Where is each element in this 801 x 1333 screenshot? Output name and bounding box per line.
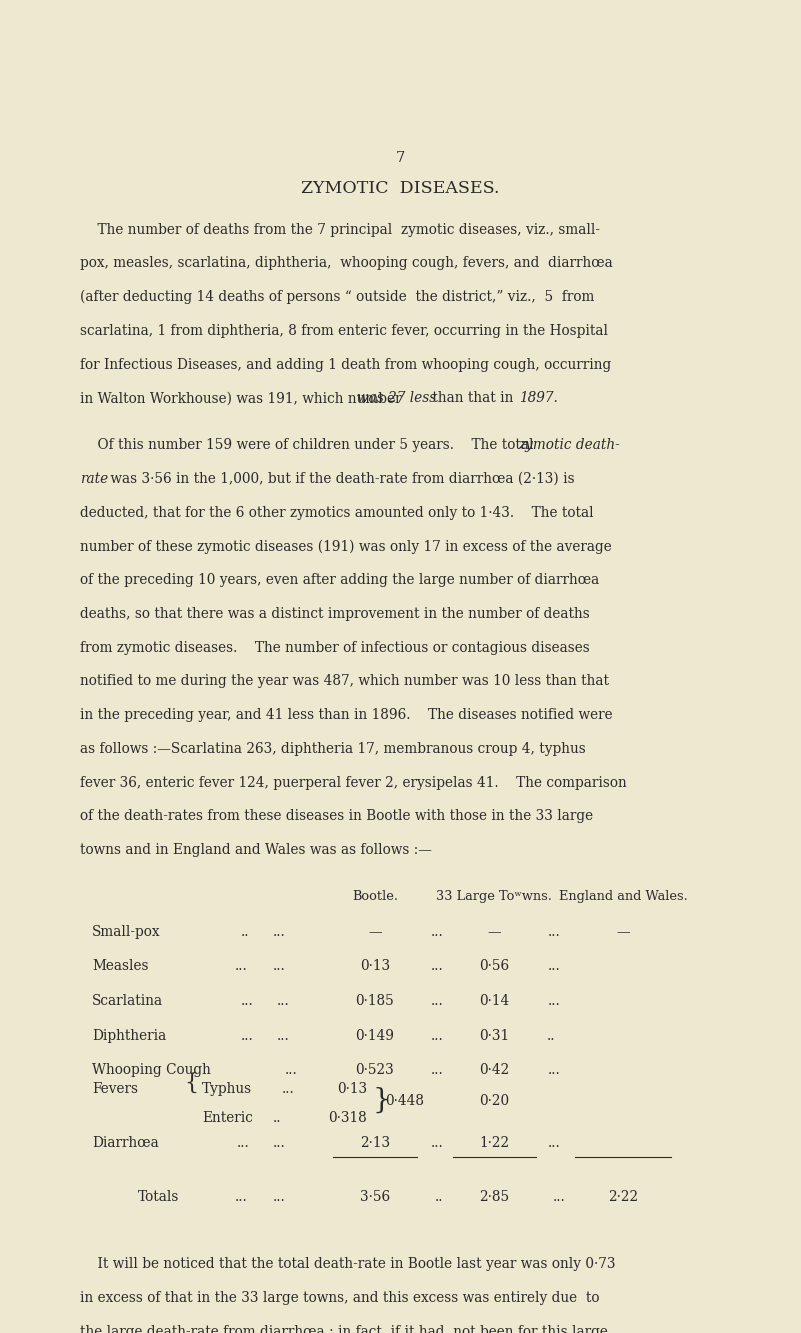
Text: than that in: than that in [429,392,518,405]
Text: pox, measles, scarlatina, diphtheria,  whooping cough, fevers, and  diarrhœa: pox, measles, scarlatina, diphtheria, wh… [80,256,613,271]
Text: —: — [487,925,501,938]
Text: 0·448: 0·448 [385,1093,425,1108]
Text: ...: ... [282,1082,295,1097]
Text: It will be noticed that the total death-rate in Bootle last year was only 0·73: It will be noticed that the total death-… [80,1257,616,1272]
Text: 3·56: 3·56 [360,1190,390,1205]
Text: ...: ... [431,960,444,973]
Text: ..: .. [240,925,249,938]
Text: ...: ... [272,925,285,938]
Text: rate: rate [80,472,108,487]
Text: 0·13: 0·13 [336,1082,367,1097]
Text: ...: ... [272,960,285,973]
Text: in the preceding year, and 41 less than in 1896.    The diseases notified were: in the preceding year, and 41 less than … [80,708,613,722]
Text: ...: ... [272,1136,285,1150]
Text: towns and in England and Wales was as follows :—: towns and in England and Wales was as fo… [80,842,432,857]
Text: 7: 7 [396,151,405,165]
Text: in excess of that in the 33 large towns, and this excess was entirely due  to: in excess of that in the 33 large towns,… [80,1292,600,1305]
Text: fever 36, enteric fever 124, puerperal fever 2, erysipelas 41.    The comparison: fever 36, enteric fever 124, puerperal f… [80,776,627,789]
Text: }: } [372,1088,390,1114]
Text: of the preceding 10 years, even after adding the large number of diarrhœa: of the preceding 10 years, even after ad… [80,573,599,588]
Text: from zymotic diseases.    The number of infectious or contagious diseases: from zymotic diseases. The number of inf… [80,641,590,655]
Text: {: { [184,1072,199,1093]
Text: 0·31: 0·31 [479,1029,509,1042]
Text: Enteric: Enteric [202,1110,253,1125]
Text: Typhus: Typhus [202,1082,252,1097]
Text: 1·22: 1·22 [479,1136,509,1150]
Text: England and Wales.: England and Wales. [559,890,687,902]
Text: ...: ... [431,994,444,1008]
Text: ...: ... [236,1136,249,1150]
Text: ..: .. [272,1110,281,1125]
Text: Bootle.: Bootle. [352,890,398,902]
Text: ...: ... [548,994,561,1008]
Text: in Walton Workhouse) was 191, which number: in Walton Workhouse) was 191, which numb… [80,392,406,405]
Text: 2·85: 2·85 [479,1190,509,1205]
Text: Totals: Totals [138,1190,179,1205]
Text: Whooping Cough: Whooping Cough [92,1064,211,1077]
Text: Diarrhœa: Diarrhœa [92,1136,159,1150]
Text: ...: ... [240,994,253,1008]
Text: ...: ... [431,1029,444,1042]
Text: 2·13: 2·13 [360,1136,390,1150]
Text: ...: ... [431,1136,444,1150]
Text: 0·149: 0·149 [356,1029,394,1042]
Text: ...: ... [548,1064,561,1077]
Text: as follows :—Scarlatina 263, diphtheria 17, membranous croup 4, typhus: as follows :—Scarlatina 263, diphtheria … [80,742,586,756]
Text: 1897.: 1897. [518,392,557,405]
Text: ...: ... [431,1064,444,1077]
Text: ...: ... [284,1064,297,1077]
Text: 0·56: 0·56 [479,960,509,973]
Text: —: — [616,925,630,938]
Text: ...: ... [548,960,561,973]
Text: for Infectious Diseases, and adding 1 death from whooping cough, occurring: for Infectious Diseases, and adding 1 de… [80,357,611,372]
Text: deaths, so that there was a distinct improvement in the number of deaths: deaths, so that there was a distinct imp… [80,607,590,621]
Text: —: — [368,925,382,938]
Text: notified to me during the year was 487, which number was 10 less than that: notified to me during the year was 487, … [80,674,609,688]
Text: ...: ... [431,925,444,938]
Text: Scarlatina: Scarlatina [92,994,163,1008]
Text: Small-pox: Small-pox [92,925,161,938]
Text: was 27 less: was 27 less [357,392,437,405]
Text: 0·20: 0·20 [479,1093,509,1108]
Text: Measles: Measles [92,960,149,973]
Text: ..: .. [546,1029,555,1042]
Text: 0·42: 0·42 [479,1064,509,1077]
Text: ...: ... [240,1029,253,1042]
Text: ZYMOTIC  DISEASES.: ZYMOTIC DISEASES. [301,180,500,197]
Text: 2·22: 2·22 [608,1190,638,1205]
Text: ...: ... [235,960,248,973]
Text: ...: ... [553,1190,566,1205]
Text: (after deducting 14 deaths of persons “ outside  the district,” viz.,  5  from: (after deducting 14 deaths of persons “ … [80,291,594,304]
Text: deducted, that for the 6 other zymotics amounted only to 1·43.    The total: deducted, that for the 6 other zymotics … [80,505,594,520]
Text: ..: .. [435,1190,444,1205]
Text: ...: ... [272,1190,285,1205]
Text: of the death-rates from these diseases in Bootle with those in the 33 large: of the death-rates from these diseases i… [80,809,594,824]
Text: ...: ... [235,1190,248,1205]
Text: Fevers: Fevers [92,1082,138,1097]
Text: scarlatina, 1 from diphtheria, 8 from enteric fever, occurring in the Hospital: scarlatina, 1 from diphtheria, 8 from en… [80,324,608,337]
Text: number of these zymotic diseases (191) was only 17 in excess of the average: number of these zymotic diseases (191) w… [80,540,612,553]
Text: Of this number 159 were of children under 5 years.    The total: Of this number 159 were of children unde… [80,439,538,452]
Text: Diphtheria: Diphtheria [92,1029,167,1042]
Text: 0·523: 0·523 [356,1064,394,1077]
Text: The number of deaths from the 7 principal  zymotic diseases, viz., small-: The number of deaths from the 7 principa… [80,223,600,237]
Text: 0·14: 0·14 [479,994,509,1008]
Text: was 3·56 in the 1,000, but if the death-rate from diarrhœa (2·13) is: was 3·56 in the 1,000, but if the death-… [106,472,574,487]
Text: 33 Large Toʷwns.: 33 Large Toʷwns. [437,890,552,902]
Text: ...: ... [548,925,561,938]
Text: 0·185: 0·185 [356,994,394,1008]
Text: 0·318: 0·318 [328,1110,367,1125]
Text: the large death-rate from diarrhœa ; in fact, if it had  not been for this large: the large death-rate from diarrhœa ; in … [80,1325,608,1333]
Text: 0·13: 0·13 [360,960,390,973]
Text: zymotic death-: zymotic death- [518,439,620,452]
Text: ...: ... [548,1136,561,1150]
Text: ...: ... [276,994,289,1008]
Text: ...: ... [276,1029,289,1042]
